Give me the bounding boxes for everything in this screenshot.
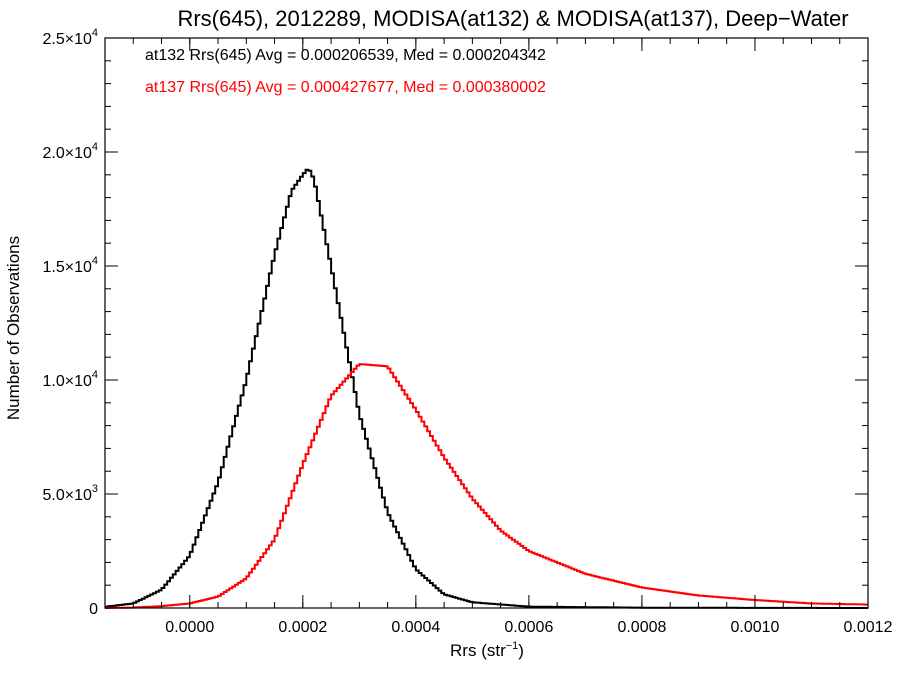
series-at137-line <box>105 363 868 609</box>
x-tick-label: 0.0008 <box>617 619 666 636</box>
x-tick-label: 0.0004 <box>391 619 440 636</box>
annotation-at137: at137 Rrs(645) Avg = 0.000427677, Med = … <box>145 79 546 96</box>
series-at132-line <box>105 168 868 609</box>
x-tick-label: 0.0010 <box>730 619 779 636</box>
chart-title: Rrs(645), 2012289, MODISA(at132) & MODIS… <box>177 6 848 31</box>
x-tick-label: 0.0000 <box>165 619 214 636</box>
y-tick-label: 5.0×103 <box>42 483 98 504</box>
x-tick-label: 0.0002 <box>278 619 327 636</box>
x-axis-label: Rrs (str−1) <box>450 640 524 660</box>
y-tick-label: 0 <box>89 601 98 618</box>
y-tick-label: 1.5×104 <box>42 255 98 276</box>
axes-layer: 0.0000 0.0002 0.0004 0.0006 0.0008 0.0010 0.00… <box>42 27 892 636</box>
plot-frame <box>104 37 869 609</box>
y-tick-label: 1.0×104 <box>42 369 98 390</box>
y-tick-label: 2.5×104 <box>42 27 98 48</box>
y-tick-label: 2.0×104 <box>42 141 98 162</box>
y-axis-label: Number of Observations <box>4 236 23 420</box>
x-tick-label: 0.0012 <box>844 619 893 636</box>
x-tick-label: 0.0006 <box>504 619 553 636</box>
annotation-at132: at132 Rrs(645) Avg = 0.000206539, Med = … <box>145 47 546 64</box>
series-layer <box>105 168 868 609</box>
